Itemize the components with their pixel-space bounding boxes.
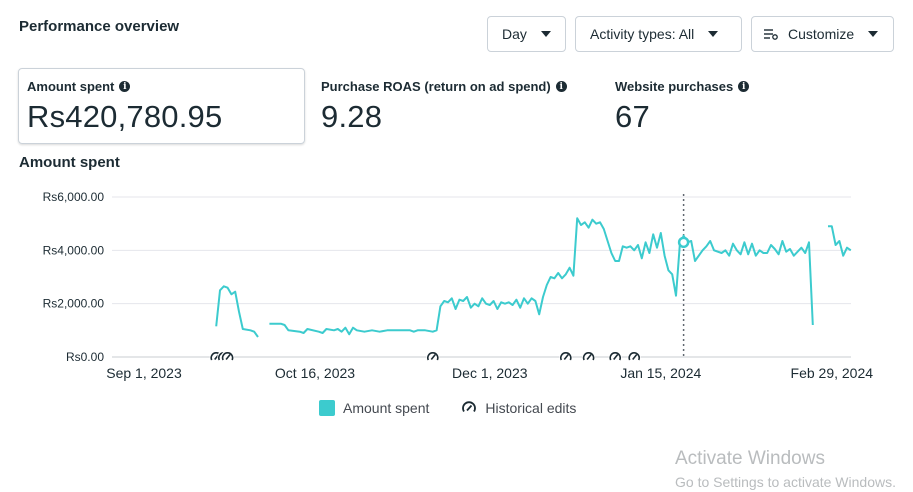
legend-swatch-amount-spent [319,400,335,416]
page-title: Performance overview [19,18,180,35]
watermark-subtitle: Go to Settings to activate Windows. [675,474,896,490]
historical-edit-marker[interactable] [426,350,440,364]
x-tick-label: Sep 1, 2023 [106,365,182,381]
metric-card-amount-spent[interactable]: Amount spent i Rs420,780.95 [18,68,305,144]
activity-types-label: Activity types: All [590,26,695,42]
chart-legend: Amount spent Historical edits [319,400,576,416]
day-dropdown-label: Day [502,26,527,42]
metric-label: Amount spent [27,79,115,94]
x-tick-label: Dec 1, 2023 [452,365,528,381]
y-tick-label: Rs6,000.00 [43,190,105,204]
caret-down-icon [708,31,719,37]
y-tick-label: Rs4,000.00 [43,243,105,257]
legend-label-historical-edits: Historical edits [485,400,577,416]
x-tick-label: Jan 15, 2024 [620,365,701,381]
metric-value: 67 [615,99,650,134]
historical-edit-marker[interactable] [627,350,641,364]
hover-data-point [677,236,690,249]
series-line-amount-spent [215,285,259,338]
caret-down-icon [868,31,879,37]
metric-value: Rs420,780.95 [27,99,223,134]
toolbar: Day Activity types: All Customize [487,16,894,52]
metric-label: Website purchases [615,79,734,94]
sliders-icon [764,29,778,40]
caret-down-icon [540,31,551,37]
metric-card-website-purchases[interactable]: Website purchases i 67 [607,68,897,144]
watermark-title: Activate Windows [675,448,825,469]
activity-types-dropdown[interactable]: Activity types: All [575,16,742,52]
day-dropdown[interactable]: Day [487,16,566,52]
x-tick-label: Oct 16, 2023 [275,365,355,381]
y-tick-label: Rs2,000.00 [43,297,105,311]
customize-label: Customize [788,26,855,42]
metric-value: 9.28 [321,99,383,134]
historical-edit-marker[interactable] [221,350,235,364]
windows-activation-watermark: Activate Windows Go to Settings to activ… [675,448,896,490]
series-line-amount-spent [269,217,814,336]
legend-label-amount-spent: Amount spent [343,400,430,416]
info-icon[interactable]: i [555,81,567,92]
amount-spent-chart[interactable]: Rs0.00 Rs2,000.00 Rs4,000.00 Rs6,000.00 Sep … [0,180,913,390]
chart-title: Amount spent [19,154,120,171]
historical-edit-marker[interactable] [582,350,596,364]
info-icon[interactable]: i [119,81,131,92]
info-icon[interactable]: i [738,81,750,92]
series-line-amount-spent [828,225,852,257]
historical-edit-marker[interactable] [559,350,573,364]
metric-label: Purchase ROAS (return on ad spend) [321,79,551,94]
historical-edit-marker[interactable] [608,350,622,364]
historical-edits-icon [462,401,477,412]
y-tick-label: Rs0.00 [66,350,104,364]
x-tick-label: Feb 29, 2024 [791,365,874,381]
customize-dropdown[interactable]: Customize [751,16,894,52]
metric-card-purchase-roas[interactable]: Purchase ROAS (return on ad spend) i 9.2… [313,68,603,144]
